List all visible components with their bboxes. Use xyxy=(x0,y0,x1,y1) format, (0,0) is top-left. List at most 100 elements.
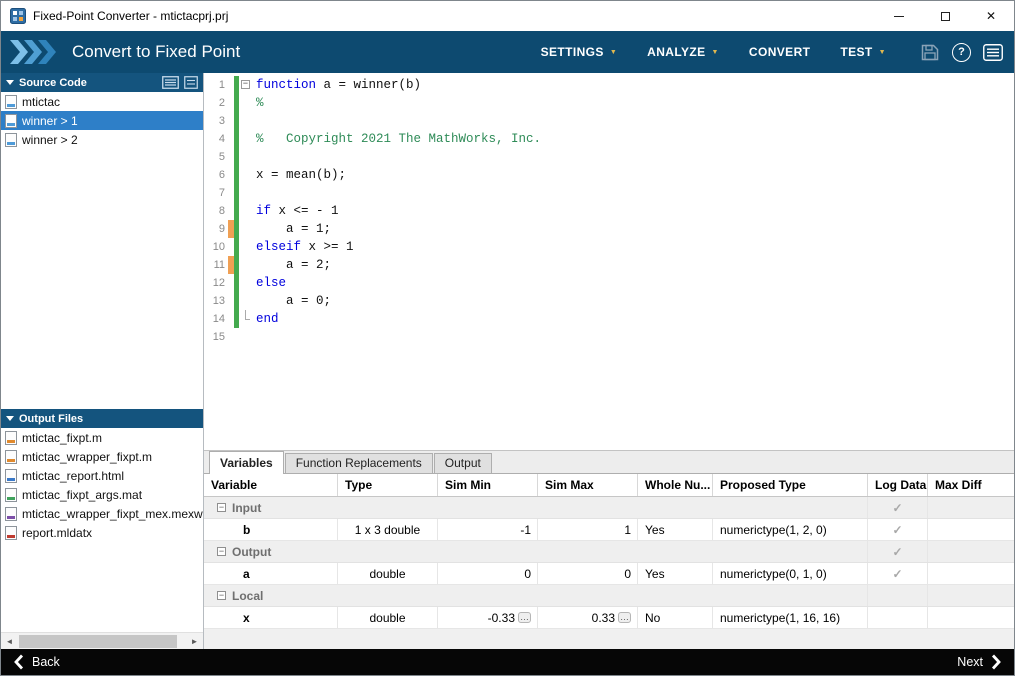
source-item-winner-1[interactable]: winner > 1 xyxy=(1,111,203,130)
output-file-label: mtictac_wrapper_fixpt.m xyxy=(22,449,153,464)
menu-convert[interactable]: CONVERT xyxy=(749,45,810,59)
save-icon[interactable] xyxy=(920,43,940,62)
code-line-10: 10 elseif x >= 1 xyxy=(204,238,1014,256)
source-item-winner-2[interactable]: winner > 2 xyxy=(1,130,203,149)
sidebar-horizontal-scrollbar[interactable]: ◄ ► xyxy=(1,632,203,649)
type-cell: 1 x 3 double xyxy=(338,519,438,540)
more-ellipsis-icon[interactable]: … xyxy=(618,612,631,623)
output-file-mtictac-fixpt-m[interactable]: mtictac_fixpt.m xyxy=(1,428,203,447)
column-header-max-diff[interactable]: Max Diff xyxy=(935,478,982,492)
code-line-14: 14 end xyxy=(204,310,1014,328)
titlebar[interactable]: Fixed-Point Converter - mtictacprj.prj ✕ xyxy=(1,1,1014,31)
collapse-triangle-icon[interactable] xyxy=(6,80,14,85)
collapse-group-icon[interactable]: − xyxy=(217,502,226,512)
code-fold-toggle-icon[interactable]: − xyxy=(241,79,250,89)
log-data-cell[interactable]: ✓ xyxy=(868,497,928,518)
coverage-bar xyxy=(234,166,239,184)
collapse-triangle-icon[interactable] xyxy=(6,416,14,421)
menu-analyze[interactable]: ANALYZE ▼ xyxy=(647,45,719,59)
help-glyph: ? xyxy=(958,46,965,58)
code-text: a = 2; xyxy=(256,258,332,272)
log-data-cell[interactable]: ✓ xyxy=(868,563,928,584)
function-file-icon xyxy=(5,113,17,128)
coverage-bar xyxy=(234,130,239,148)
hamburger-menu-icon[interactable] xyxy=(983,43,1003,61)
next-label: Next xyxy=(957,655,983,669)
log-data-cell[interactable]: ✓ xyxy=(868,541,928,562)
sim-max-cell: 0.33… xyxy=(538,607,638,628)
minimize-button[interactable] xyxy=(876,1,922,31)
line-number: 15 xyxy=(212,331,225,343)
next-button[interactable]: Next xyxy=(957,654,1002,670)
sim-max-value: 0 xyxy=(624,566,631,581)
variable-row-a[interactable]: a double 0 0 Yes numerictype(0, 1, 0) ✓ xyxy=(204,563,1014,585)
output-files-header[interactable]: Output Files xyxy=(1,409,203,428)
column-header-sim-min[interactable]: Sim Min xyxy=(438,474,538,496)
scroll-left-icon[interactable]: ◄ xyxy=(5,636,14,646)
code-text: % Copyright 2021 The MathWorks, Inc. xyxy=(256,132,542,146)
max-diff-cell xyxy=(928,519,1014,540)
proposed-type-cell[interactable]: numerictype(1, 16, 16) xyxy=(713,607,868,628)
matlab-file-icon xyxy=(5,430,17,445)
proposed-type-cell[interactable]: numerictype(1, 2, 0) xyxy=(713,519,868,540)
source-code-panel: Source Code mtictac winner > 1 winner > xyxy=(1,73,203,409)
coverage-bar xyxy=(234,220,239,238)
code-editor[interactable]: 1 − function a = winner(b) 2% 3 4 % Copyright … xyxy=(204,73,1014,451)
code-line-6: 6 x = mean(b); xyxy=(204,166,1014,184)
output-file-mtictac-fixpt-args-mat[interactable]: mtictac_fixpt_args.mat xyxy=(1,485,203,504)
line-number: 4 xyxy=(218,133,225,145)
source-code-header[interactable]: Source Code xyxy=(1,73,203,92)
coverage-bar xyxy=(234,292,239,310)
log-data-cell[interactable] xyxy=(868,585,928,606)
menu-test[interactable]: TEST ▼ xyxy=(840,45,886,59)
output-file-label: report.mldatx xyxy=(22,525,93,540)
output-file-mtictac-report-html[interactable]: mtictac_report.html xyxy=(1,466,203,485)
toolbar-menus: SETTINGS ▼ ANALYZE ▼ CONVERT TEST ▼ xyxy=(541,45,886,59)
log-data-cell[interactable]: ✓ xyxy=(868,519,928,540)
code-area: 1 − function a = winner(b) 2% 3 4 % Copyright … xyxy=(204,76,1014,346)
dropdown-caret-icon: ▼ xyxy=(711,48,719,56)
source-item-label: winner > 2 xyxy=(22,132,78,147)
column-header-sim-max[interactable]: Sim Max xyxy=(538,474,638,496)
column-header-proposed-type[interactable]: Proposed Type xyxy=(713,474,868,496)
code-line-7: 7 xyxy=(204,184,1014,202)
back-button[interactable]: Back xyxy=(13,654,60,670)
column-header-whole-nu[interactable]: Whole Nu... xyxy=(638,474,713,496)
mex-file-icon xyxy=(5,506,17,521)
whole-number-cell: No xyxy=(638,607,713,628)
group-label: Local xyxy=(232,588,264,603)
dropdown-caret-icon: ▼ xyxy=(878,48,886,56)
code-line-2: 2% xyxy=(204,94,1014,112)
proposed-type-cell[interactable]: numerictype(0, 1, 0) xyxy=(713,563,868,584)
line-number: 8 xyxy=(218,205,225,217)
output-file-mtictac-wrapper-fixpt-m[interactable]: mtictac_wrapper_fixpt.m xyxy=(1,447,203,466)
collapse-group-icon[interactable]: − xyxy=(217,546,226,556)
group-cell: − Local xyxy=(204,585,868,606)
output-file-mtictac-wrapper-fixpt-mex-mexw[interactable]: mtictac_wrapper_fixpt_mex.mexw xyxy=(1,504,203,523)
column-header-log-data[interactable]: Log Data xyxy=(868,474,928,496)
column-header-variable[interactable]: Variable xyxy=(204,474,338,496)
output-file-report-mldatx[interactable]: report.mldatx xyxy=(1,523,203,542)
tab-output[interactable]: Output xyxy=(433,453,492,473)
maximize-button[interactable] xyxy=(922,1,968,31)
tab-function-replacements[interactable]: Function Replacements xyxy=(284,453,433,473)
more-ellipsis-icon[interactable]: … xyxy=(518,612,531,623)
collapse-group-icon[interactable]: − xyxy=(217,590,226,600)
column-header-type[interactable]: Type xyxy=(338,474,438,496)
menu-settings[interactable]: SETTINGS ▼ xyxy=(541,45,618,59)
group-label: Output xyxy=(232,544,272,559)
list-view-icon[interactable] xyxy=(162,76,179,89)
help-icon[interactable]: ? xyxy=(952,42,971,62)
outline-view-icon[interactable] xyxy=(184,76,198,89)
variable-row-x[interactable]: x double -0.33… 0.33… No numerictype(1, 16, 1… xyxy=(204,607,1014,629)
scrollbar-thumb[interactable] xyxy=(19,634,177,648)
tab-variables[interactable]: Variables xyxy=(209,451,284,474)
scroll-right-icon[interactable]: ► xyxy=(190,636,199,646)
close-button[interactable]: ✕ xyxy=(968,1,1014,31)
coverage-marker-orange xyxy=(228,256,234,274)
log-data-cell[interactable] xyxy=(868,607,928,628)
source-item-mtictac[interactable]: mtictac xyxy=(1,92,203,111)
function-file-icon xyxy=(5,94,17,109)
